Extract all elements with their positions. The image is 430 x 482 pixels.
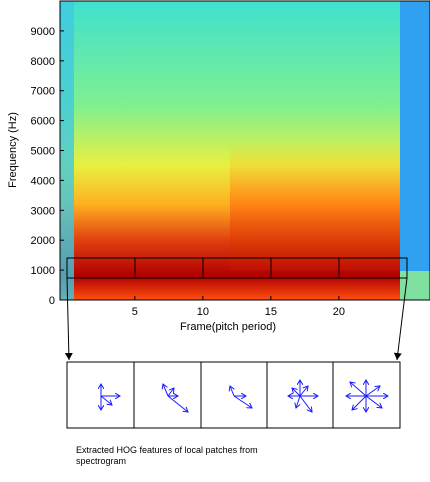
x-tick-label: 5 [132, 306, 138, 318]
hog-panels [66, 361, 401, 429]
x-tick-label: 20 [333, 306, 345, 318]
y-tick-label: 1000 [31, 265, 55, 277]
y-axis-label: Frequency (Hz) [7, 112, 19, 188]
axes: 0 1000 2000 3000 4000 5000 6000 7000 8000 9000 5 10… [31, 0, 430, 318]
y-tick-label: 5000 [31, 146, 55, 158]
y-tick-label: 3000 [31, 205, 55, 217]
spectrogram [60, 1, 430, 300]
y-tick-label: 7000 [31, 86, 55, 98]
y-tick-label: 6000 [31, 116, 55, 128]
x-axis-label: Frame(pitch period) [180, 321, 276, 333]
y-tick-label: 4000 [31, 175, 55, 187]
caption: Extracted HOG features of local patches … [76, 445, 258, 455]
patch-grid [64, 257, 408, 361]
y-tick-label: 9000 [31, 26, 55, 38]
y-tick-label: 8000 [31, 56, 55, 68]
caption: spectrogram [76, 456, 126, 466]
y-tick-label: 2000 [31, 235, 55, 247]
x-tick-label: 10 [197, 306, 209, 318]
y-tick-label: 0 [49, 295, 55, 307]
x-tick-label: 15 [265, 306, 277, 318]
